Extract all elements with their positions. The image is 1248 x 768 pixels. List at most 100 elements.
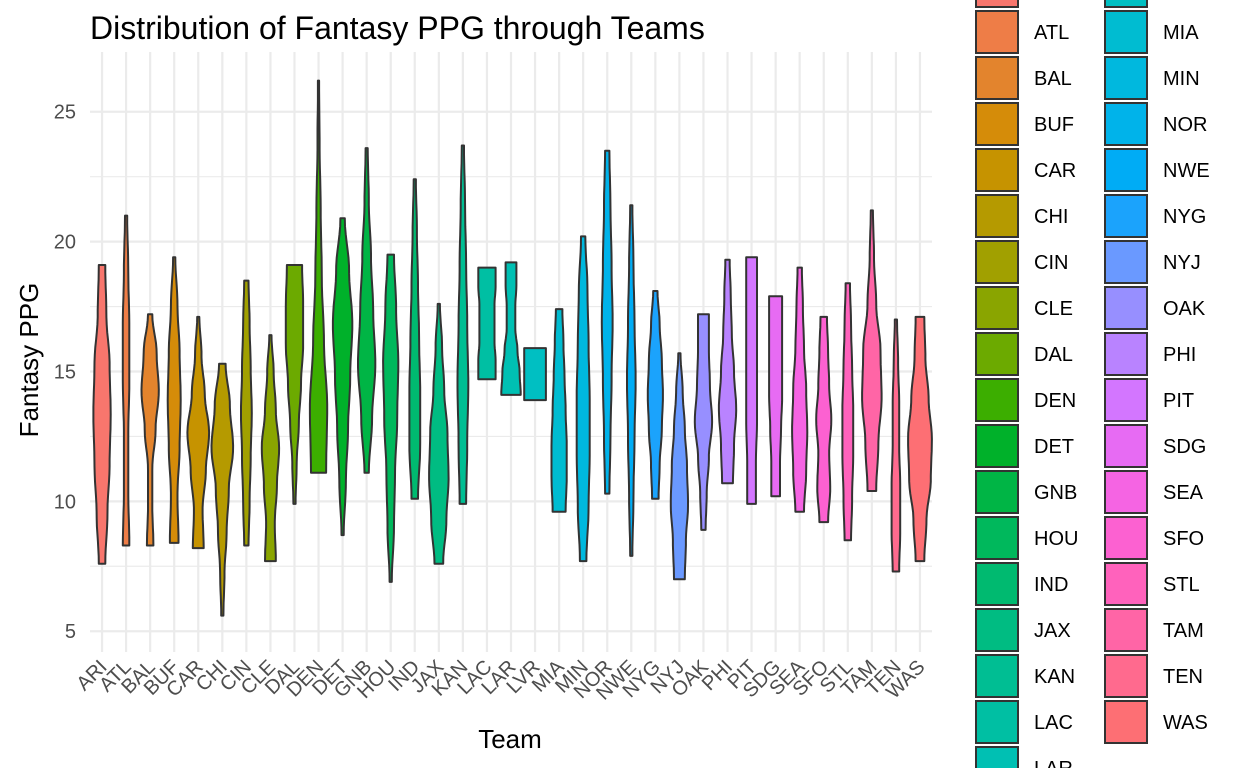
- violin-oak: [693, 313, 714, 531]
- violin-nyg: [646, 290, 664, 500]
- legend-key-sea: [1104, 470, 1148, 514]
- legend-label-dal: DAL: [1034, 344, 1073, 366]
- violin-cin: [240, 279, 253, 547]
- legend-key-was: [1104, 700, 1148, 744]
- violin-ari: [92, 264, 112, 565]
- legend-label-oak: OAK: [1163, 298, 1206, 320]
- y-axis: 5 10 15 20 25: [54, 102, 76, 643]
- violin-sfo: [815, 315, 833, 524]
- legend-key-lac: [975, 700, 1019, 744]
- y-tick-label: 25: [54, 102, 76, 124]
- legend-key-mia: [1104, 10, 1148, 54]
- legend-label-lac: LAC: [1034, 712, 1073, 734]
- legend-key-cin: [975, 240, 1019, 284]
- y-tick-label: 5: [65, 621, 76, 643]
- legend-label-was: WAS: [1163, 712, 1208, 734]
- y-tick-label: 10: [54, 491, 76, 513]
- violin-ind: [408, 178, 422, 500]
- legend: ATL BAL BUF CAR CHI CIN CLE DAL DEN DET GNB HOU IND J…: [975, 0, 1210, 768]
- violin-bal: [140, 313, 160, 547]
- legend-label-sdg: SDG: [1163, 436, 1206, 458]
- violin-car: [186, 315, 211, 550]
- legend-key-stl: [1104, 562, 1148, 606]
- violin-den: [308, 79, 329, 474]
- legend-label-nor: NOR: [1163, 114, 1207, 136]
- legend-key-det: [975, 424, 1019, 468]
- legend-key-gnb: [975, 470, 1019, 514]
- legend-label-min: MIN: [1163, 68, 1200, 90]
- x-axis-title: Team: [478, 724, 542, 754]
- legend-key-bal: [975, 56, 1019, 100]
- violin-hou: [382, 253, 400, 583]
- legend-key-atl: [975, 10, 1019, 54]
- legend-label-nwe: NWE: [1163, 160, 1210, 182]
- legend-label-bal: BAL: [1034, 68, 1072, 90]
- legend-key-partial: [975, 0, 1019, 8]
- legend-label-hou: HOU: [1034, 528, 1078, 550]
- violin-cle: [260, 334, 281, 563]
- legend-key-den: [975, 378, 1019, 422]
- y-axis-title: Fantasy PPG: [14, 283, 44, 438]
- violin-was: [907, 315, 933, 563]
- legend-key-sdg: [1104, 424, 1148, 468]
- violin-lar: [500, 261, 522, 396]
- legend-key-phi: [1104, 332, 1148, 376]
- violin-gnb: [357, 147, 377, 474]
- legend-key-hou: [975, 516, 1019, 560]
- violin-tam: [861, 209, 883, 492]
- legend-label-sfo: SFO: [1163, 528, 1204, 550]
- legend-key-car: [975, 148, 1019, 192]
- chart-title: Distribution of Fantasy PPG through Team…: [90, 10, 705, 46]
- legend-label-buf: BUF: [1034, 114, 1074, 136]
- legend-label-pit: PIT: [1163, 390, 1194, 412]
- legend-key-kan: [975, 654, 1019, 698]
- legend-label-det: DET: [1034, 436, 1074, 458]
- legend-label-nyg: NYG: [1163, 206, 1206, 228]
- legend-key-ind: [975, 562, 1019, 606]
- legend-label-kan: KAN: [1034, 666, 1075, 688]
- legend-label-nyj: NYJ: [1163, 252, 1201, 274]
- legend-label-den: DEN: [1034, 390, 1076, 412]
- legend-label-ten: TEN: [1163, 666, 1203, 688]
- violin-jax: [428, 302, 450, 565]
- legend-key-ten: [1104, 654, 1148, 698]
- legend-label-phi: PHI: [1163, 344, 1196, 366]
- legend-key-chi: [975, 194, 1019, 238]
- violin-nyj: [669, 352, 689, 581]
- violin-lvr: [523, 347, 547, 402]
- legend-label-car: CAR: [1034, 160, 1076, 182]
- legend-label-stl: STL: [1163, 574, 1200, 596]
- legend-key-tam: [1104, 608, 1148, 652]
- violin-nwe: [626, 204, 637, 557]
- violin-sdg: [768, 295, 784, 498]
- violin-kan: [456, 144, 470, 505]
- violin-pit: [745, 256, 758, 505]
- legend-key-cle: [975, 286, 1019, 330]
- violins: [92, 79, 933, 617]
- violin-det: [331, 217, 354, 537]
- legend-label-cin: CIN: [1034, 252, 1068, 274]
- violin-min: [575, 235, 591, 563]
- legend-key-min: [1104, 56, 1148, 100]
- legend-label-sea: SEA: [1163, 482, 1204, 504]
- violin-stl: [841, 282, 855, 542]
- violin-buf: [166, 256, 182, 544]
- legend-key-nyg: [1104, 194, 1148, 238]
- violin-nor: [600, 149, 614, 495]
- violin-phi: [717, 258, 738, 485]
- legend-label-cle: CLE: [1034, 298, 1073, 320]
- legend-label-ind: IND: [1034, 574, 1068, 596]
- legend-label-jax: JAX: [1034, 620, 1071, 642]
- legend-key-oak: [1104, 286, 1148, 330]
- legend-key-sfo: [1104, 516, 1148, 560]
- legend-key-lar: [975, 746, 1019, 768]
- violin-mia: [550, 308, 568, 513]
- legend-label-atl: ATL: [1034, 22, 1069, 44]
- legend-key-partial: [1104, 0, 1148, 8]
- legend-key-nwe: [1104, 148, 1148, 192]
- legend-label-mia: MIA: [1163, 22, 1199, 44]
- violin-sea: [791, 266, 809, 513]
- violin-chi: [210, 362, 235, 617]
- y-tick-label: 15: [54, 361, 76, 383]
